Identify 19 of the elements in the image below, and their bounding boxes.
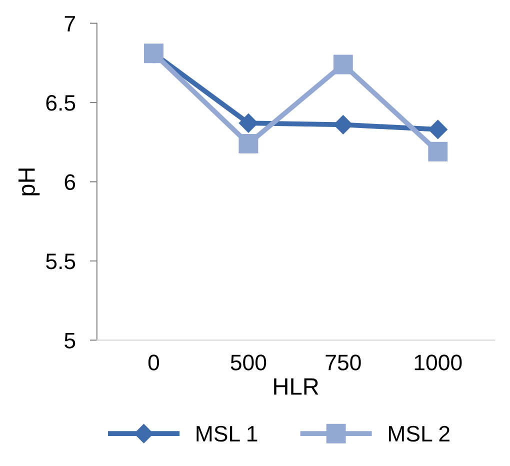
y-tick-label: 7 — [64, 16, 75, 32]
y-axis-title: pH — [18, 168, 40, 196]
x-axis-title: HLR — [274, 378, 318, 395]
x-tick-label: 500 — [230, 354, 266, 370]
x-tick-label: 750 — [326, 354, 361, 370]
y-tick-label: 6 — [64, 174, 76, 190]
y-tick-label: 5 — [64, 332, 76, 348]
y-tick-label: 6.5 — [46, 95, 76, 111]
point — [334, 115, 353, 134]
point — [428, 120, 448, 139]
x-tick-label: 1000 — [414, 354, 462, 370]
legend-label: MSL 2 — [388, 426, 450, 442]
point — [238, 134, 258, 154]
y-tick-label: 5.5 — [46, 254, 76, 270]
legend-label: MSL 1 — [196, 426, 258, 442]
point — [333, 54, 353, 74]
point — [428, 142, 448, 162]
x-tick-label: 0 — [148, 354, 160, 370]
point — [238, 114, 258, 133]
